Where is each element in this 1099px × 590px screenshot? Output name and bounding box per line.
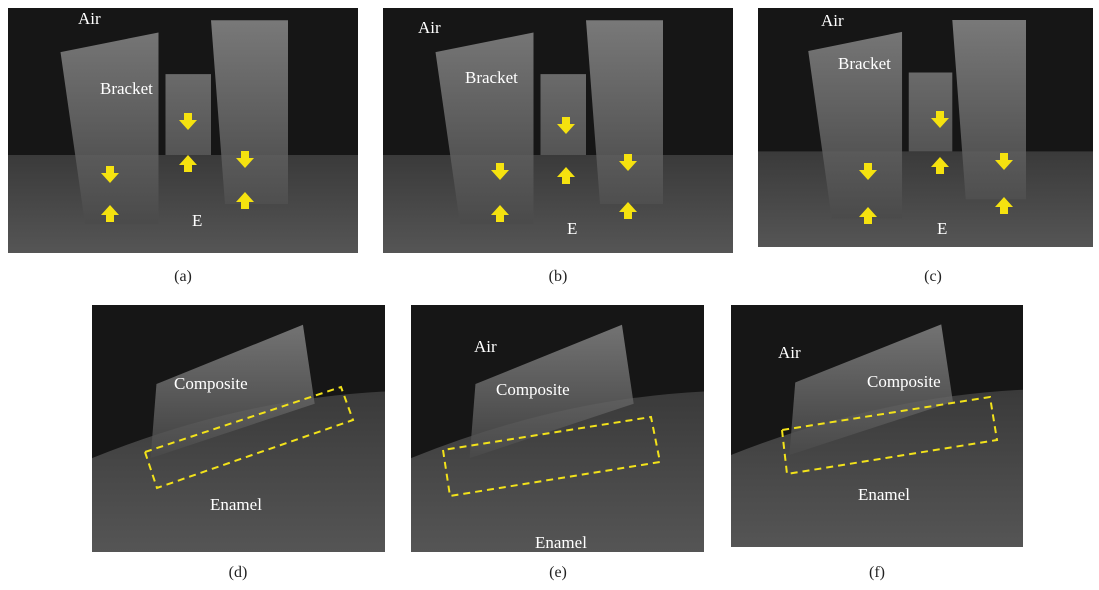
- panel-caption: (f): [869, 564, 885, 581]
- image-label: Air: [778, 343, 801, 362]
- image-label: Air: [474, 337, 497, 356]
- panel-caption: (a): [174, 268, 192, 285]
- image-label: Composite: [867, 372, 941, 391]
- tissue: [758, 151, 1093, 247]
- image-label: E: [937, 219, 947, 238]
- image-label: E: [567, 219, 577, 238]
- image-label: Air: [821, 11, 844, 30]
- image-label: Air: [418, 18, 441, 37]
- image-label: Enamel: [535, 533, 587, 552]
- image-label: Enamel: [858, 485, 910, 504]
- panel-caption: (d): [229, 564, 248, 581]
- panel-caption: (e): [549, 564, 567, 581]
- panel-caption: (b): [549, 268, 568, 285]
- image-label: Enamel: [210, 495, 262, 514]
- image-label: E: [192, 211, 202, 230]
- image-label: Bracket: [465, 68, 518, 87]
- panel-caption: (c): [924, 268, 942, 285]
- image-label: Composite: [496, 380, 570, 399]
- figure: Air Bracket E (a) Air Bracket E (b) Air Bracket E (…: [0, 0, 1099, 590]
- image-label: Bracket: [100, 79, 153, 98]
- image-label: Composite: [174, 374, 248, 393]
- tissue: [8, 155, 358, 253]
- image-label: Air: [78, 9, 101, 28]
- tissue: [383, 155, 733, 253]
- image-label: Bracket: [838, 54, 891, 73]
